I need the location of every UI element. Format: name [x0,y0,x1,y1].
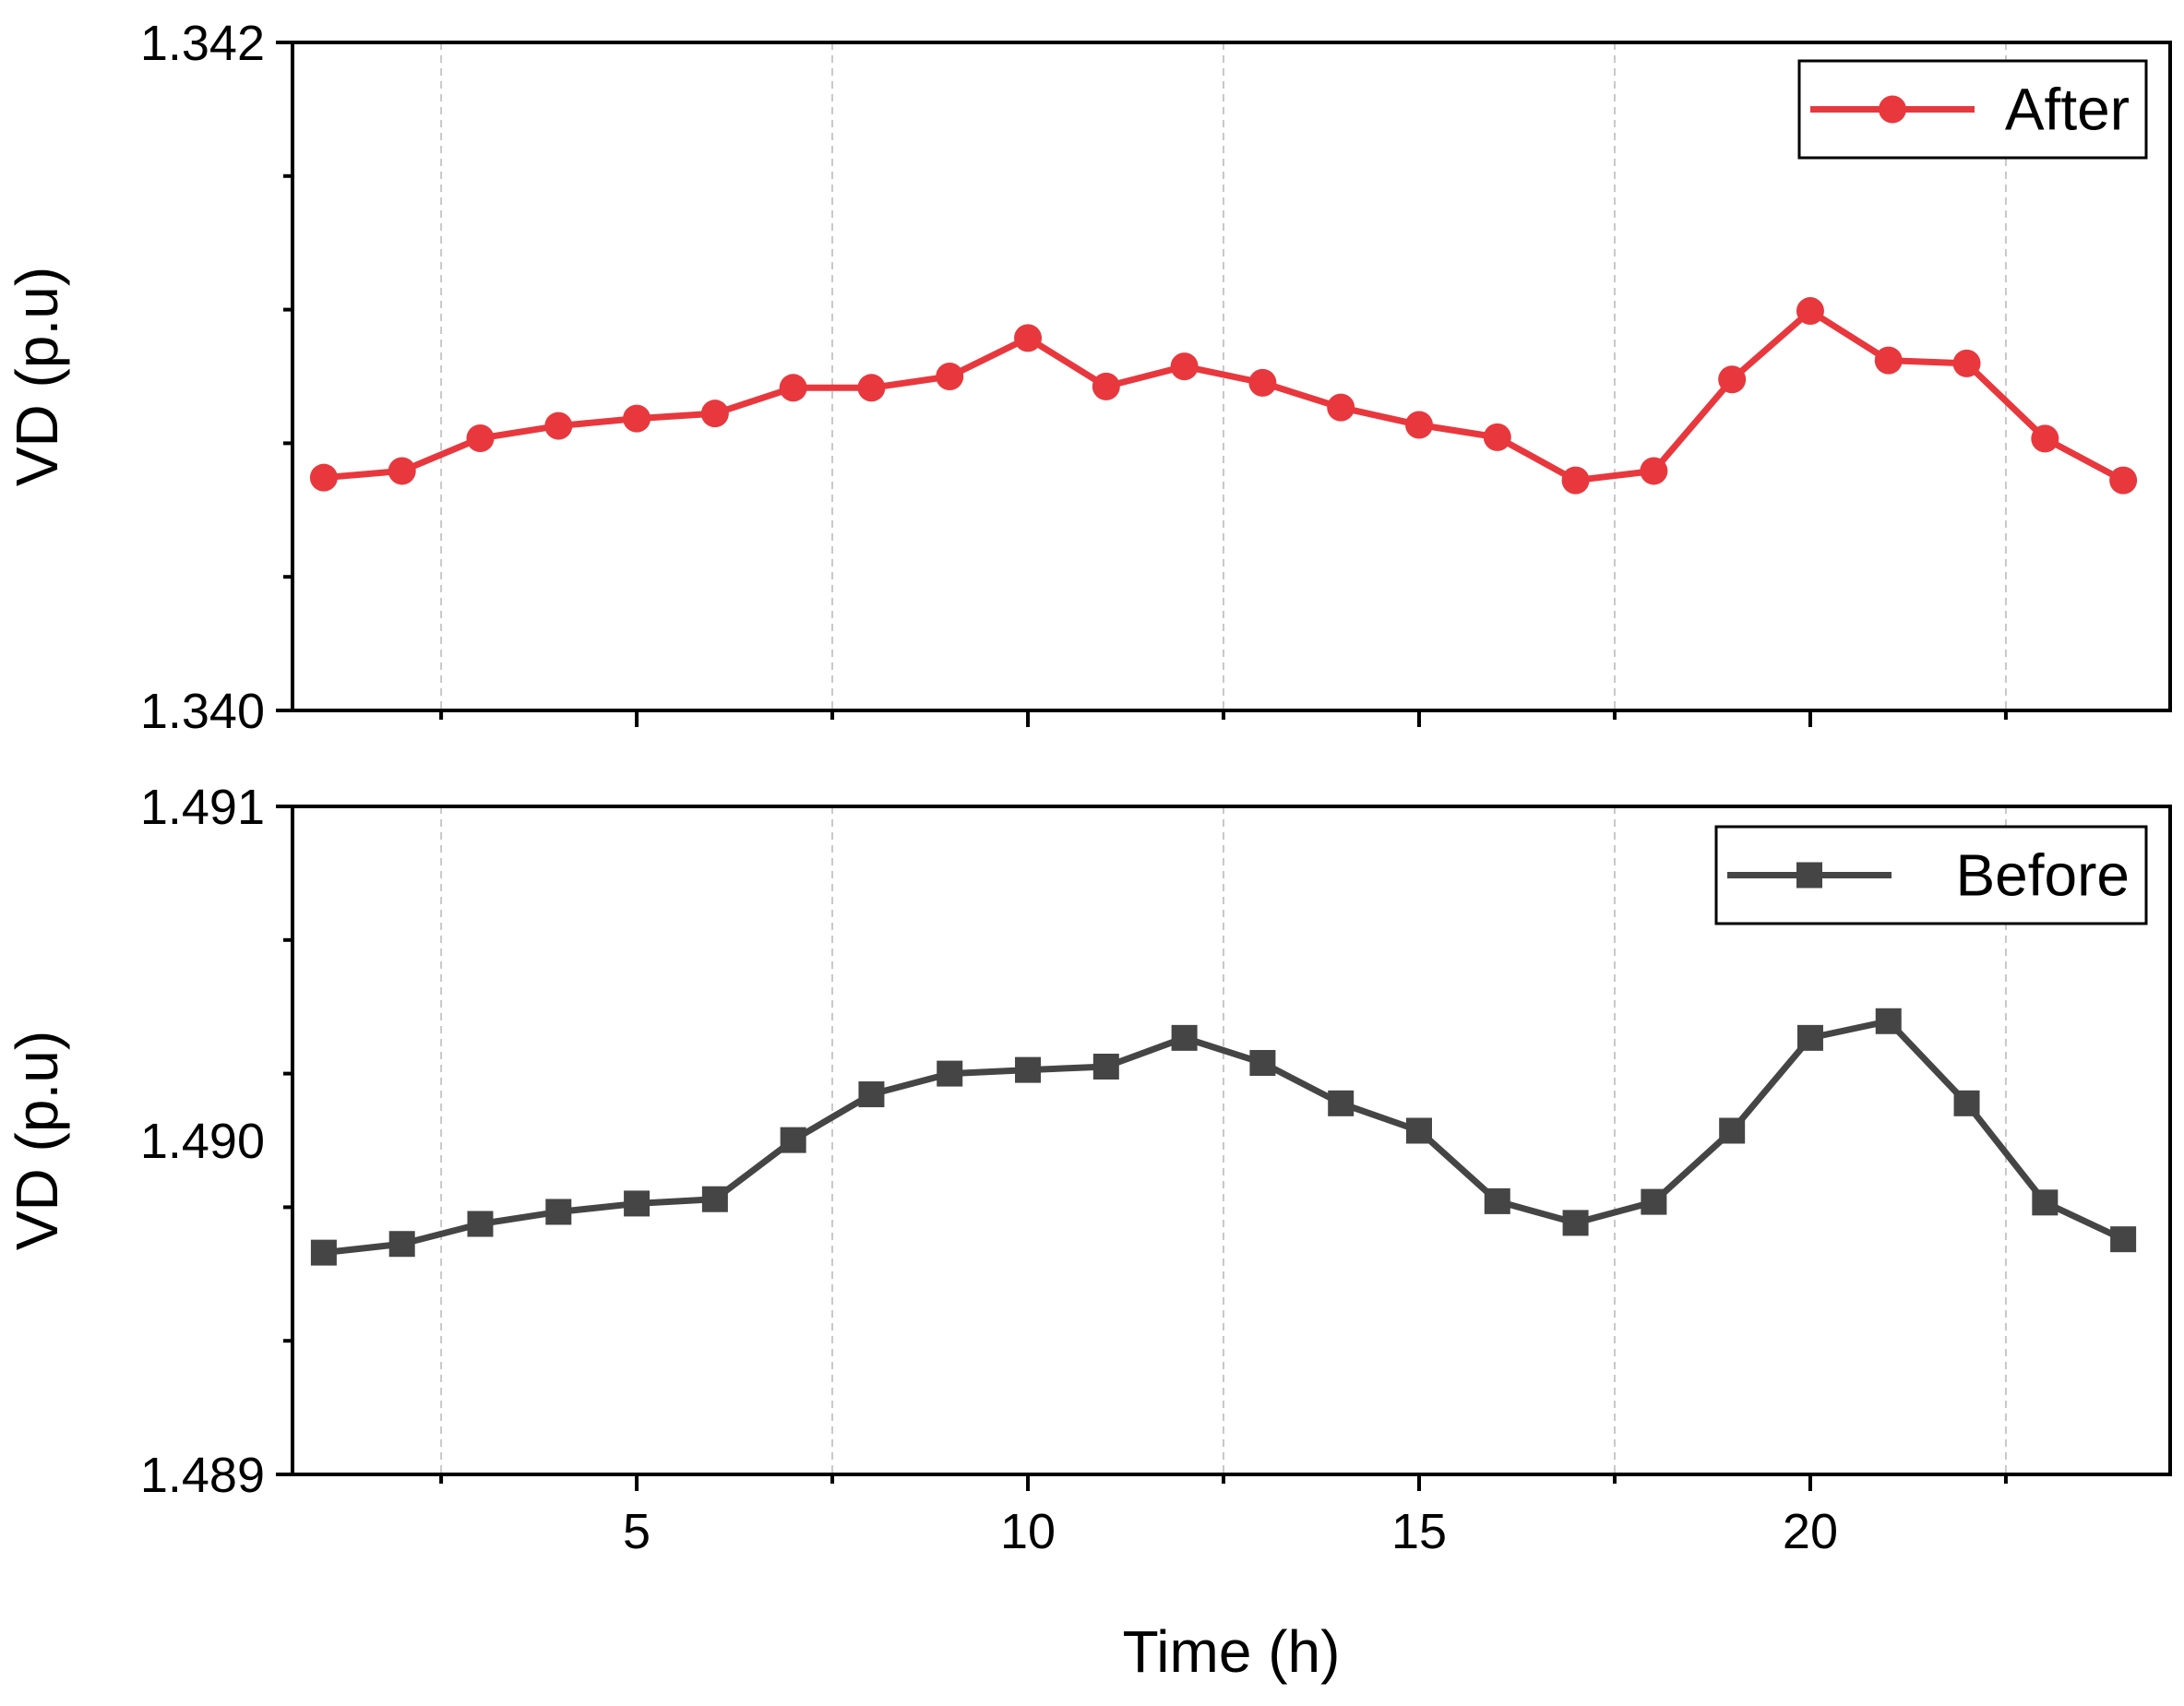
top-panel: 1.340 1.342 VD (p.u) After [4,16,2172,739]
y-axis-label: VD (p.u) [4,267,70,486]
data-point [1328,1090,1355,1116]
data-point [1562,1210,1589,1236]
data-point [1015,1056,1042,1083]
plot-frame [291,41,2172,712]
data-point [1875,1008,1902,1034]
data-point [2032,1189,2059,1216]
series-line [323,1018,2125,1257]
data-point [1796,297,1824,326]
x-tick-label: 15 [1391,1504,1447,1559]
data-point [1640,457,1668,485]
data-point [700,400,729,428]
data-point [779,374,807,402]
data-point [1249,1050,1276,1077]
data-point [388,1231,415,1258]
data-point [1406,1117,1432,1144]
data-point [1484,1187,1510,1214]
data-point [1092,372,1120,400]
legend-label: Before [1955,842,2130,909]
data-point [858,1081,885,1108]
data-point [2110,1226,2137,1253]
x-tick-label: 5 [623,1504,650,1559]
data-point [1718,365,1747,394]
y-tick-label: 1.342 [140,16,265,71]
data-point [466,424,495,452]
data-point [857,374,886,402]
legend-label: After [2005,77,2130,143]
bottom-panel: 1.489 1.490 1.491 5 10 15 20 VD (p.u) Time (h) Be… [4,780,2172,1685]
data-point [544,412,573,440]
data-point [1248,368,1277,397]
data-point [310,1239,337,1266]
legend-marker [1796,862,1822,889]
data-point [623,404,651,433]
data-point [1483,423,1511,451]
data-point [545,1199,572,1225]
data-point [2109,466,2138,495]
data-point [467,1211,494,1237]
data-point [1874,346,1903,375]
legend-marker [1879,95,1906,124]
data-point [780,1127,806,1153]
data-point [936,363,964,390]
y-tick-label: 1.489 [140,1448,265,1503]
y-tick-label: 1.491 [140,780,265,835]
x-tick-label: 20 [1783,1504,1838,1559]
data-point [1561,466,1590,495]
data-point [1014,324,1043,352]
data-point [1092,1053,1119,1080]
data-point [1641,1188,1667,1215]
data-point [1952,349,1981,377]
data-point [1327,393,1355,422]
data-point [1170,352,1199,381]
y-tick-label: 1.490 [140,1114,265,1169]
data-point [1719,1117,1746,1144]
data-point [1405,411,1433,439]
data-point [701,1186,728,1212]
data-point [309,463,338,492]
data-point [1796,1024,1823,1051]
data-point [937,1060,963,1087]
x-tick-label: 10 [1000,1504,1056,1559]
x-axis-label: Time (h) [1123,1618,1341,1685]
plot-frame [291,805,2172,1476]
data-point [1953,1090,1980,1116]
y-axis-label: VD (p.u) [4,1031,70,1250]
data-point [388,457,416,485]
data-point [2031,424,2059,453]
y-tick-label: 1.340 [140,684,265,739]
data-point [624,1190,650,1217]
data-point [1171,1024,1198,1051]
